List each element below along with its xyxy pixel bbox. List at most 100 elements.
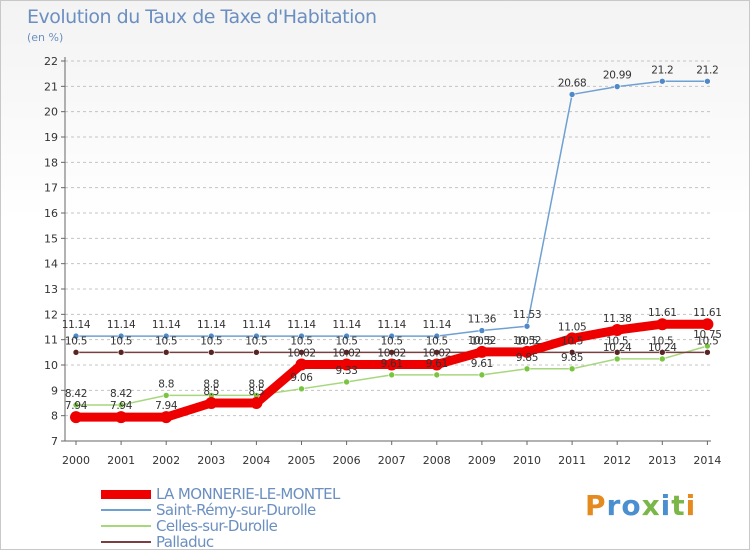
data-label: 10.5 [336,335,358,347]
data-point [433,332,441,340]
proxiti-logo: Proxiti [585,489,696,522]
logo-letter: r [606,489,622,522]
y-tick-label: 8 [51,410,58,423]
data-point [343,332,350,340]
data-point [613,349,621,356]
x-tick-label: 2014 [693,454,721,467]
data-label: 11.14 [287,319,316,331]
data-point [430,358,443,371]
legend-swatch [101,489,151,499]
data-label: 10.5 [606,335,628,347]
logo-letter: t [671,489,686,522]
data-point [656,318,669,331]
data-point [72,349,80,356]
data-label: 20.99 [603,70,632,82]
data-label: 11.61 [648,307,677,319]
data-point [162,392,170,399]
data-label: 7.94 [110,400,133,412]
logo-letter: i [685,489,697,522]
data-label: 10.02 [287,347,316,359]
data-label: 11.14 [197,319,226,331]
data-point [475,345,488,358]
y-tick-label: 20 [44,106,58,119]
data-point [205,397,218,409]
data-point [253,349,260,356]
data-point [117,349,125,356]
data-label: 7.94 [155,400,178,412]
data-label: 8.5 [248,386,264,398]
y-tick-label: 22 [44,55,58,68]
y-tick-label: 9 [51,384,58,397]
data-label: 11.14 [152,319,181,331]
legend-label: LA MONNERIE-LE-MONTEL [156,485,340,503]
data-point [613,355,621,363]
data-label: 10.02 [377,347,406,359]
data-label: 10.5 [516,335,538,347]
data-label: 8.5 [203,386,219,398]
data-point [72,332,80,340]
data-point [478,327,486,334]
chart-title: Evolution du Taux de Taxe d'Habitation [27,6,377,28]
data-point [298,349,305,356]
data-point [250,397,263,409]
data-label: 10.5 [426,335,448,347]
data-point [523,322,531,330]
data-label: 10.5 [155,335,177,347]
x-tick-label: 2001 [107,454,135,467]
data-label: 11.05 [558,321,587,333]
logo-letter: i [660,489,672,522]
data-label: 8.42 [110,388,132,400]
data-label: 9.61 [426,358,448,370]
data-label: 10.52 [513,335,542,347]
data-point [343,378,350,386]
y-tick-label: 12 [44,308,58,321]
data-label: 10.5 [290,335,312,347]
data-label: 10.24 [603,342,632,354]
data-point [568,349,576,356]
data-label: 7.94 [65,400,88,412]
x-tick-label: 2002 [152,454,180,467]
data-label: 10.5 [200,335,222,347]
data-label: 11.14 [62,319,91,331]
data-point [433,349,441,356]
data-point [521,345,533,358]
x-tick-label: 2005 [288,454,316,467]
data-point [295,358,308,371]
data-point [162,332,170,340]
data-label: 11.14 [107,319,136,331]
data-point [253,332,260,340]
x-tick-label: 2011 [558,454,586,467]
data-point [340,358,353,371]
data-label: 21.2 [696,64,718,76]
data-point [478,371,486,379]
data-point [70,411,82,424]
data-label: 10.24 [648,342,677,354]
x-tick-label: 2007 [378,454,406,467]
data-point [568,91,576,98]
data-label: 9.06 [290,372,313,384]
data-label: 8.8 [158,378,174,390]
data-point [385,358,398,371]
x-tick-label: 2013 [648,454,676,467]
legend-swatch [101,525,151,527]
logo-letter: P [585,489,607,522]
data-point [388,371,396,379]
data-label: 10.5 [696,335,718,347]
data-label: 21.2 [651,64,673,76]
data-point [162,349,170,356]
data-label: 9.61 [381,358,403,370]
data-label: 10.5 [651,335,673,347]
data-label: 11.38 [603,313,632,325]
data-point [388,349,396,356]
data-point [704,342,711,350]
data-label: 10.5 [381,335,403,347]
data-point [117,332,125,340]
data-label: 11.14 [423,319,452,331]
data-label: 8.8 [203,378,219,390]
legend-swatch [101,541,151,543]
data-point [568,365,576,373]
data-label: 10.5 [245,335,267,347]
y-tick-label: 19 [44,131,58,144]
data-label: 10.5 [471,335,493,347]
